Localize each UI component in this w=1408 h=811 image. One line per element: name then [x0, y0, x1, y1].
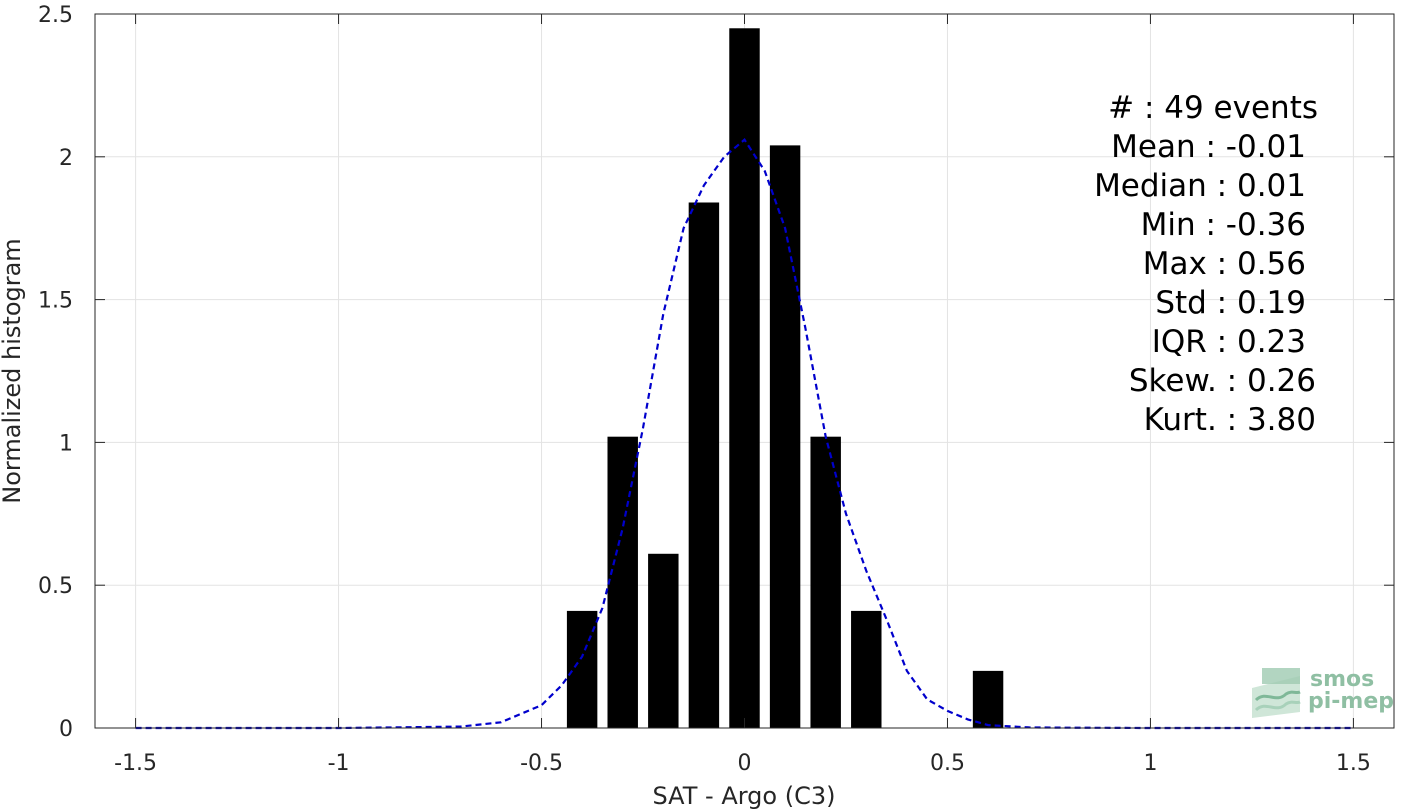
smos-pimep-logo: smos pi-mep [1252, 667, 1394, 718]
stat-kurt: Kurt. : 3.80 [1144, 402, 1316, 438]
y-tick-label: 1 [59, 431, 73, 456]
axis-ticks [95, 13, 1394, 729]
histogram-bar [729, 28, 760, 728]
y-tick-label: 2 [59, 146, 73, 171]
y-axis-label: Normalized histogram [0, 238, 26, 503]
histogram-bar [810, 436, 841, 728]
stat-median: Median : 0.01 [1094, 168, 1306, 204]
fit-curve [135, 138, 1354, 730]
logo-text-smos: smos [1310, 667, 1374, 692]
histogram-bars [566, 28, 1004, 729]
y-tick-label: 1.5 [38, 289, 73, 314]
x-tick-labels: -1.5 -1 -0.5 0 0.5 1 1.5 [114, 751, 1371, 776]
x-tick-label: 0 [738, 751, 752, 776]
histogram-bar [607, 436, 638, 728]
histogram-bar [688, 202, 720, 729]
stat-mean: Mean : -0.01 [1111, 129, 1306, 165]
stat-iqr: IQR : 0.23 [1152, 324, 1306, 360]
stat-std: Std : 0.19 [1155, 285, 1306, 321]
stat-min: Min : -0.36 [1141, 207, 1306, 243]
stat-events: # : 49 events [1108, 90, 1318, 126]
histogram-bar [648, 553, 679, 728]
x-tick-label: -1.5 [114, 751, 157, 776]
stat-skew: Skew. : 0.26 [1129, 363, 1316, 399]
histogram-bar [769, 145, 801, 729]
x-tick-label: -1 [328, 751, 350, 776]
x-tick-label: 0.5 [930, 751, 965, 776]
x-tick-label: 1.5 [1336, 751, 1371, 776]
y-tick-label: 0.5 [38, 574, 73, 599]
stat-max: Max : 0.56 [1143, 246, 1306, 282]
logo-text-pimep: pi-mep [1308, 689, 1394, 714]
stats-annotation: # : 49 events Mean : -0.01 Median : 0.01… [1094, 90, 1318, 438]
x-axis-label: SAT - Argo (C3) [653, 782, 836, 810]
histogram-bar [851, 610, 882, 728]
x-tick-label: 1 [1143, 751, 1157, 776]
x-tick-label: -0.5 [520, 751, 563, 776]
logo-wave-icon [1252, 668, 1301, 718]
y-tick-label: 2.5 [38, 3, 73, 28]
histogram-bar [972, 670, 1004, 728]
y-tick-label: 0 [59, 717, 73, 742]
y-tick-labels: 0 0.5 1 1.5 2 2.5 [38, 3, 73, 742]
